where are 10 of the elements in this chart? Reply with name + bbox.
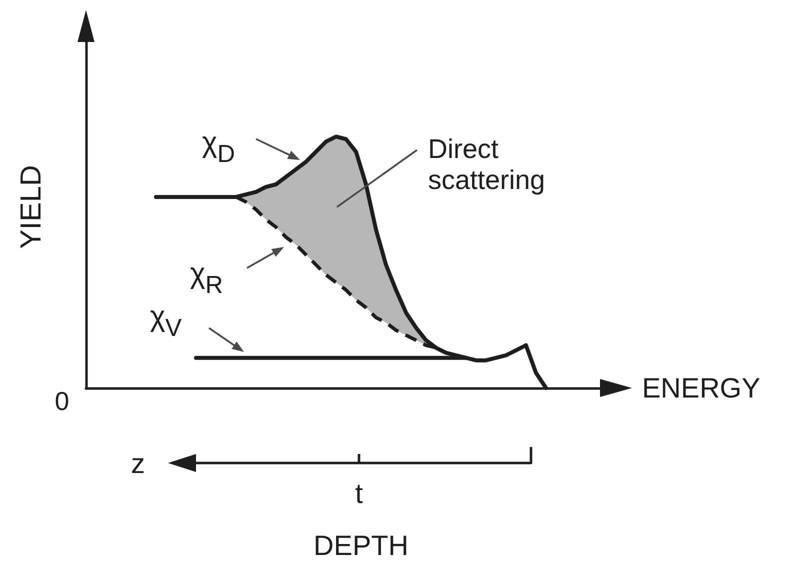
series-label: χ$_{V}$ bbox=[150, 301, 182, 342]
text: z bbox=[131, 448, 145, 479]
series-label: χ$_{D}$ bbox=[202, 127, 236, 168]
text: 0 bbox=[54, 386, 70, 416]
x-axis-title: ENERGY bbox=[642, 372, 761, 404]
annotation: Direct scattering bbox=[428, 134, 546, 195]
series-label: χ$_{R}$ bbox=[190, 258, 224, 299]
text: DEPTH bbox=[314, 530, 408, 561]
y-axis-title: YIELD bbox=[16, 165, 48, 249]
text: t bbox=[355, 478, 364, 509]
